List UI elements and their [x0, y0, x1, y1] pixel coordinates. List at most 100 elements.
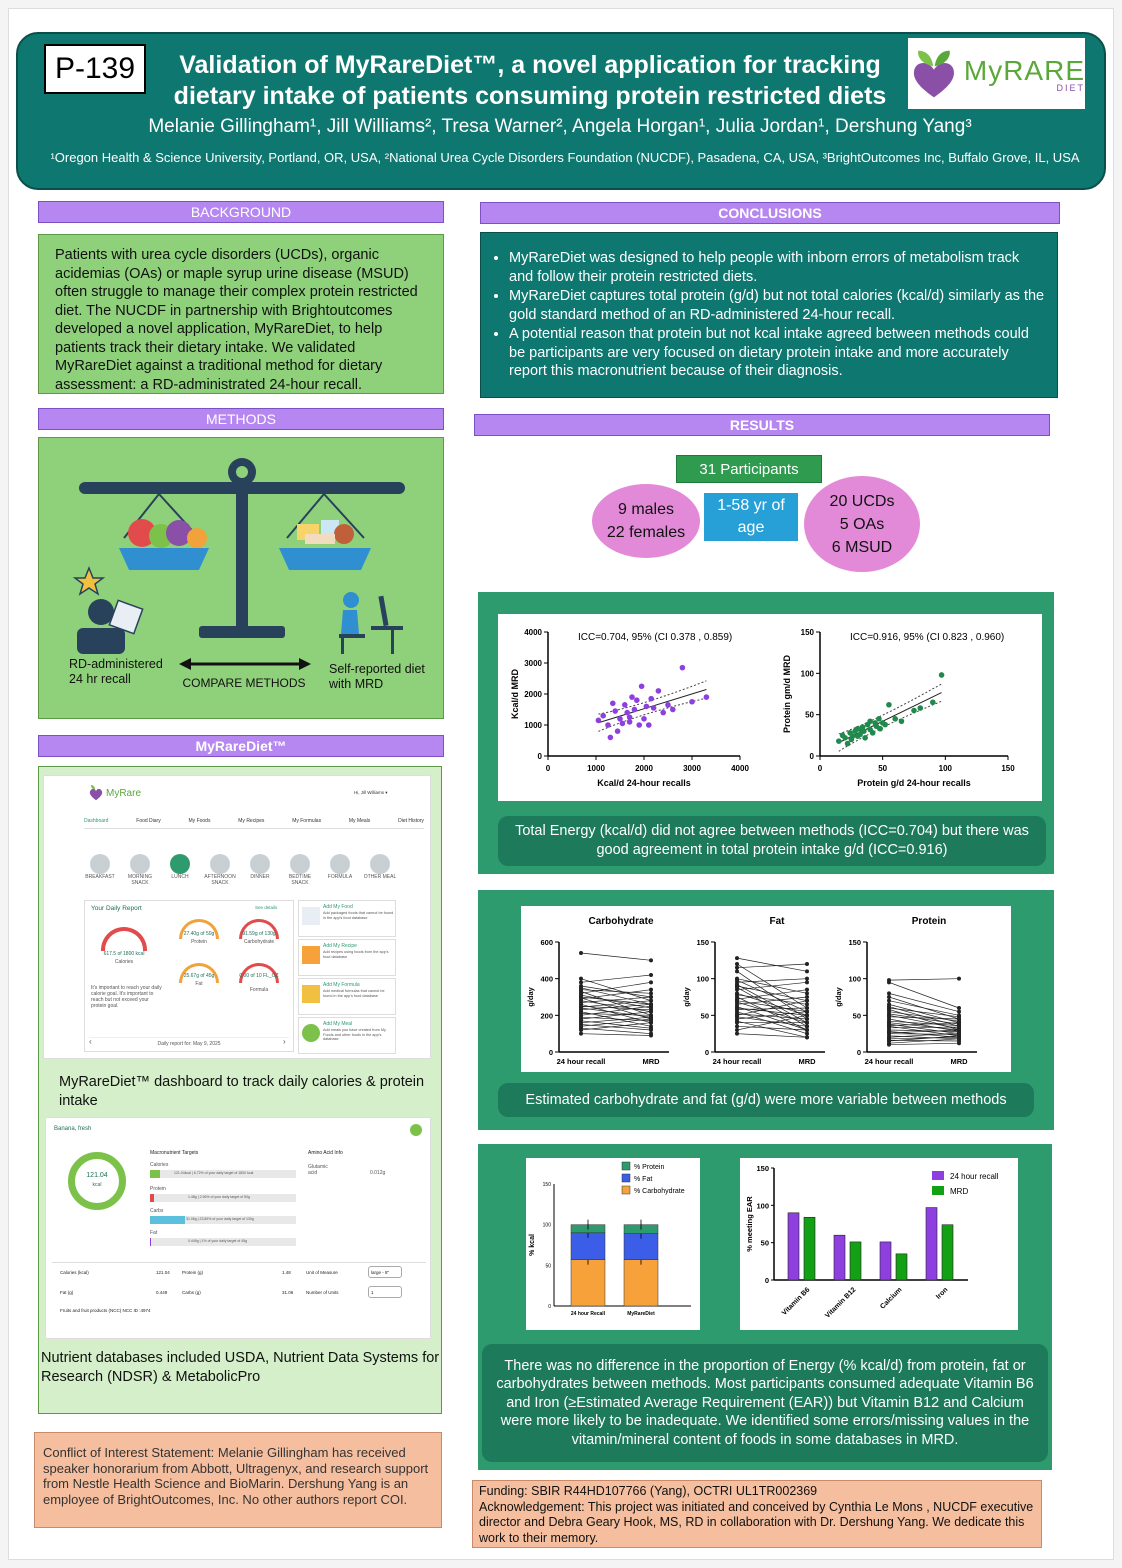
x-tick-label: 2000	[635, 764, 653, 773]
data-point	[876, 716, 882, 722]
pct-kcal-chart: 0 50 100 150 % kcal 24 hour Recall MyRareDiet%…	[526, 1158, 700, 1330]
data-point	[805, 1031, 809, 1036]
dashboard-logo: MyRare	[88, 784, 141, 802]
subject-line	[736, 978, 808, 983]
y-tick-label: 100	[696, 975, 709, 984]
meal-lunch[interactable]: LUNCH	[160, 854, 200, 886]
icc-annotation: ICC=0.916, 95% (CI 0.823 , 0.960)	[850, 632, 1004, 643]
add-my-meal[interactable]: Add My Meal Add meals you have created f…	[298, 1017, 396, 1054]
nav-dashboard[interactable]: Dashboard	[84, 818, 109, 824]
subject-line	[736, 1000, 808, 1016]
nav-my-formulas[interactable]: My Formulas	[292, 818, 322, 824]
nav-my-meals[interactable]: My Meals	[348, 818, 371, 824]
food-action-icon[interactable]	[410, 1124, 422, 1136]
subject-line	[736, 1025, 808, 1031]
subject-line	[736, 989, 808, 1000]
ear-svg: 0 50 100 150 % meeting EAR Vitamin B6 Vitamin …	[745, 1164, 999, 1320]
food-name: Banana, fresh	[54, 1126, 92, 1132]
unit-of-measure-select[interactable]: large - 8"	[368, 1266, 402, 1278]
data-point	[649, 987, 653, 992]
nav-food-diary[interactable]: Food Diary	[136, 818, 161, 824]
calories-value: 617.5 of 1800 kcal	[103, 951, 145, 957]
subject-line	[736, 957, 808, 972]
data-point	[930, 699, 936, 706]
meal-afternoon-snack[interactable]: AFTERNOON SNACK	[200, 854, 240, 886]
y-tick-label: 50	[761, 1239, 769, 1248]
scale-illustration	[72, 458, 405, 670]
data-point	[735, 965, 739, 970]
data-point	[622, 702, 628, 708]
subject-line	[736, 1020, 808, 1038]
chevron-left-icon[interactable]: ‹	[89, 1037, 92, 1046]
diagnosis-oval: 20 UCDs 5 OAs 6 MSUD	[804, 476, 920, 572]
legend-swatch	[932, 1171, 944, 1180]
data-point	[805, 1035, 809, 1040]
data-point	[579, 951, 583, 955]
data-point	[612, 708, 618, 714]
myrarediet-box: MyRare Hi, Jill Williams ▾ Dashboard Foo…	[38, 766, 442, 1414]
carb-target-bar	[150, 1216, 296, 1224]
subject-line	[736, 1011, 808, 1020]
y-tick-label: 100	[801, 669, 815, 678]
user-menu[interactable]: Hi, Jill Williams ▾	[354, 790, 388, 795]
meal-morning-snack[interactable]: MORNING SNACK	[120, 854, 160, 886]
macro-charts: Carbohydrate 0 200 400 600 g/day 24 hour recal…	[521, 906, 1011, 1072]
divider	[52, 1262, 426, 1263]
dashboard-caption: MyRareDiet™ dashboard to track daily cal…	[59, 1074, 425, 1109]
bar	[941, 1224, 954, 1281]
meal-formula[interactable]: FORMULA	[320, 854, 360, 886]
title-line-2: dietary intake of patients consuming pro…	[173, 82, 887, 110]
meal-breakfast[interactable]: BREAKFAST	[80, 854, 120, 886]
subject-line	[580, 1016, 652, 1024]
nav-diet-history[interactable]: Diet History	[398, 818, 424, 824]
see-details-link[interactable]: See details	[255, 905, 278, 910]
y-tick-label: 1000	[524, 721, 542, 730]
data-point	[805, 987, 809, 992]
y-axis-label: % kcal	[529, 1234, 536, 1256]
data-point	[636, 722, 642, 728]
subject-line	[736, 1014, 808, 1031]
data-point	[624, 709, 630, 716]
subject-line	[736, 979, 808, 1012]
subject-line	[736, 1013, 808, 1020]
food-detail-screenshot: Banana, fresh 121.04 kcal Macronutrient …	[45, 1117, 431, 1339]
data-point	[957, 1025, 961, 1030]
y-tick-label: 2000	[524, 690, 542, 699]
conclusion-item: MyRareDiet was designed to help people w…	[509, 249, 1047, 286]
carb-target-text: 31.06g | 23.89% of your daily target of …	[186, 1217, 254, 1221]
nav-my-recipes[interactable]: My Recipes	[238, 818, 265, 824]
fat-g-label: Fat (g)	[60, 1290, 74, 1295]
meal-other[interactable]: OTHER MEAL	[360, 854, 400, 886]
subject-line	[580, 1003, 652, 1011]
x-tick-label: 3000	[683, 764, 701, 773]
meal-bedtime-snack[interactable]: BEDTIME SNACK	[280, 854, 320, 886]
data-point	[957, 1020, 961, 1025]
x-axis-label: Kcal/d 24-hour recalls	[597, 778, 691, 788]
fat-target-bar	[150, 1238, 296, 1246]
data-point	[887, 980, 891, 985]
data-point	[805, 1028, 809, 1032]
y-tick-label: 200	[540, 1011, 553, 1020]
add-my-recipe[interactable]: Add My Recipe Add recipes using foods fr…	[298, 939, 396, 976]
other-meal-icon	[370, 854, 390, 874]
subject-line	[580, 1007, 652, 1018]
number-of-units-input[interactable]: 1	[368, 1286, 402, 1298]
subject-line	[580, 978, 652, 1002]
add-my-formula[interactable]: Add My Formula Add medical formulas that…	[298, 978, 396, 1015]
subject-line	[580, 974, 652, 983]
meal-dinner[interactable]: DINNER	[240, 854, 280, 886]
carbs-label: Carbohydrate	[243, 939, 275, 945]
chevron-right-icon[interactable]: ›	[283, 1037, 286, 1046]
data-point	[607, 734, 614, 741]
add-my-food[interactable]: Add My Food Add packaged foods that cann…	[298, 900, 396, 937]
subject-line	[888, 1029, 960, 1034]
subject-line	[580, 1022, 652, 1031]
y-tick-label: 0	[810, 752, 815, 761]
nav-my-foods[interactable]: My Foods	[188, 818, 211, 824]
finding-3: There was no difference in the proportio…	[482, 1344, 1048, 1462]
myrarediet-heading: MyRareDiet™	[38, 735, 444, 757]
x-tick-label: 0	[546, 764, 551, 773]
subject-line	[580, 952, 652, 961]
cal-target-label: Calories	[150, 1162, 169, 1168]
subject-line	[736, 1007, 808, 1010]
